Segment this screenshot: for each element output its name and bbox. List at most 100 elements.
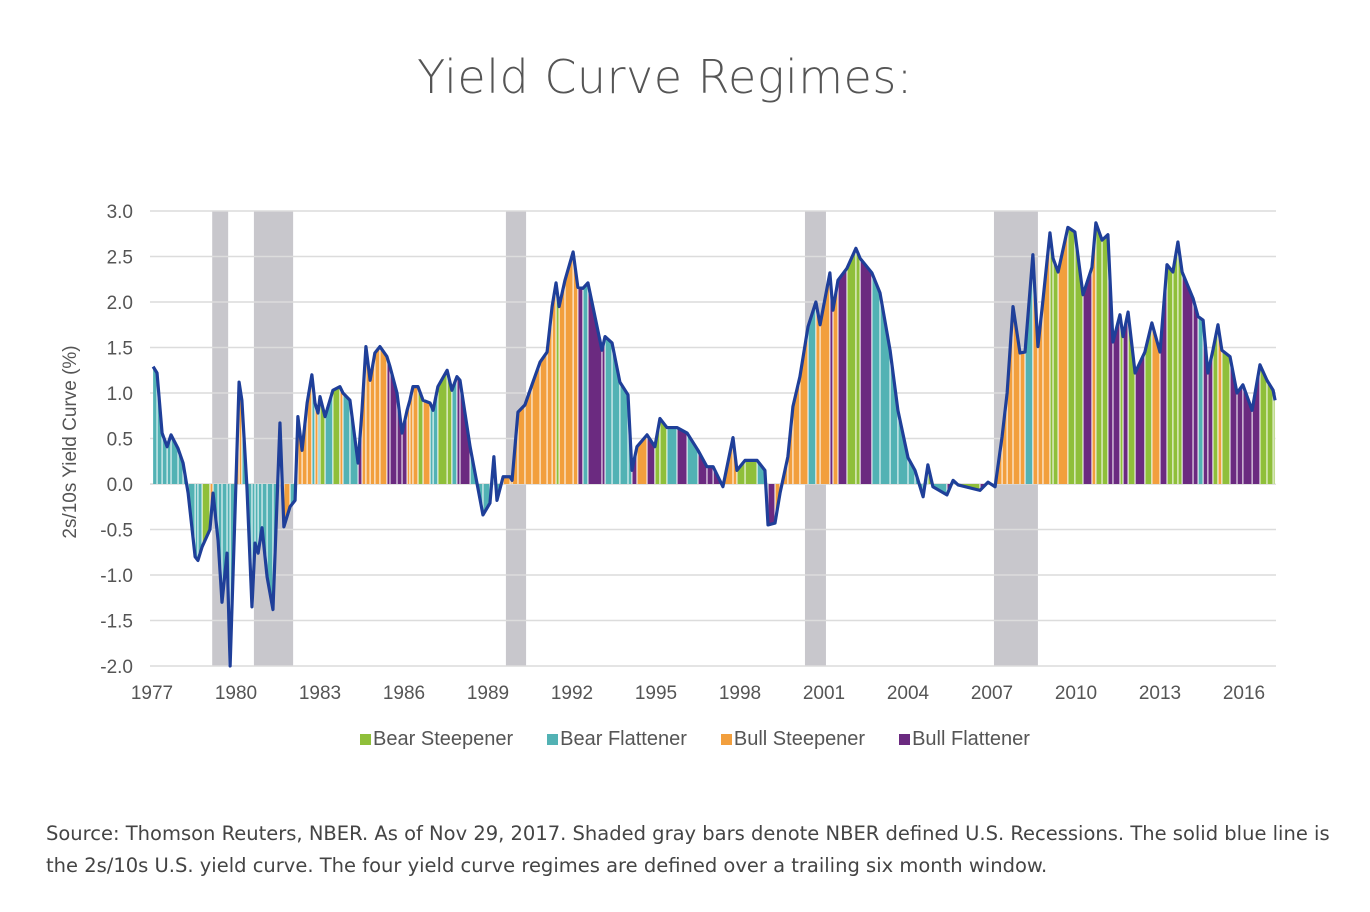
regime-fill-segment bbox=[1252, 364, 1260, 484]
legend-swatch bbox=[360, 734, 372, 745]
regime-fill-segment bbox=[1167, 264, 1173, 484]
regime-fill-segment bbox=[1266, 380, 1274, 484]
regime-fill-segment bbox=[1198, 316, 1204, 484]
chart-title: Yield Curve Regimes: bbox=[417, 50, 913, 104]
regime-fill-segment bbox=[677, 427, 688, 484]
x-tick-label: 2013 bbox=[1139, 683, 1181, 704]
regime-fill-segment bbox=[808, 302, 816, 484]
y-tick-label: 1.0 bbox=[107, 384, 133, 405]
regime-fill-segment bbox=[1053, 258, 1059, 484]
regime-fill-segment bbox=[838, 268, 847, 484]
regime-fill-segment bbox=[1032, 254, 1038, 484]
regime-fill-segment bbox=[573, 251, 578, 484]
regime-fill-segment bbox=[654, 418, 660, 484]
regime-fill-segment bbox=[1193, 298, 1199, 484]
regime-fill-segment bbox=[829, 272, 833, 484]
yield-curve-line-group bbox=[151, 221, 1277, 668]
regime-fill-segment bbox=[503, 476, 511, 484]
regime-fill-segment bbox=[390, 366, 397, 484]
regime-fill-segment bbox=[1212, 324, 1218, 484]
regime-fill-segment bbox=[1058, 227, 1068, 484]
regime-fill-segment bbox=[815, 302, 821, 484]
regime-fill-segment bbox=[636, 434, 648, 484]
regime-fill-segment bbox=[540, 352, 548, 484]
regime-fill-segment bbox=[706, 466, 714, 484]
regime-fill-segment bbox=[447, 370, 452, 484]
regime-fill-segment bbox=[1095, 222, 1103, 484]
x-tick-label: 2010 bbox=[1055, 683, 1097, 704]
regime-fill-segment bbox=[860, 258, 872, 484]
regime-fill-segment bbox=[1020, 352, 1026, 484]
regime-fill-segment bbox=[820, 272, 830, 484]
regime-fill-segment bbox=[1221, 350, 1230, 484]
regime-fill-segment bbox=[531, 362, 541, 484]
x-tick-label: 1983 bbox=[299, 683, 341, 704]
x-tick-label: 2016 bbox=[1223, 683, 1265, 704]
regime-fill-segment bbox=[666, 427, 677, 484]
x-tick-label: 1980 bbox=[215, 683, 257, 704]
regime-fill-segment bbox=[832, 280, 838, 484]
regime-fill-segment bbox=[846, 248, 856, 484]
regime-fill-segment bbox=[1259, 364, 1267, 484]
regime-fill-segment bbox=[339, 386, 343, 484]
regime-fill-segment bbox=[370, 352, 375, 484]
regime-fill-segment bbox=[314, 403, 319, 484]
x-tick-label: 1986 bbox=[383, 683, 425, 704]
y-tick-label: -2.0 bbox=[100, 657, 133, 678]
x-tick-label: 1992 bbox=[551, 683, 593, 704]
regime-fill-segment bbox=[430, 403, 434, 484]
legend-label: Bull Flattener bbox=[912, 728, 1030, 750]
y-tick-label: 1.5 bbox=[107, 339, 133, 360]
regime-fill-segment bbox=[1128, 312, 1136, 484]
regime-fill-segment bbox=[687, 433, 698, 484]
regime-fill-segment bbox=[255, 484, 259, 554]
y-tick-labels: 3.0 2.5 2.0 1.5 1.0 0.5 0.0 -0.5 -1.0 -1.5 -2.0 bbox=[100, 202, 133, 678]
regime-fill-segment bbox=[768, 484, 775, 525]
regime-fill-segment bbox=[195, 484, 198, 561]
regime-fill-segment bbox=[153, 366, 158, 484]
regime-fill-segment bbox=[418, 386, 424, 484]
regime-fill-segment bbox=[1083, 267, 1092, 484]
x-tick-label: 2004 bbox=[887, 683, 930, 704]
regime-fill-segment bbox=[451, 376, 457, 484]
yield-curve-line bbox=[151, 221, 1277, 668]
y-tick-label: 0.0 bbox=[107, 475, 133, 496]
regime-fill-segment bbox=[423, 400, 431, 484]
regime-fill-segment bbox=[605, 336, 613, 484]
regime-fill-segment bbox=[374, 346, 380, 484]
regime-fills bbox=[153, 222, 1276, 666]
regime-fill-segment bbox=[855, 248, 861, 484]
regime-fill-segment bbox=[1207, 350, 1213, 484]
y-tick-label: 2.5 bbox=[107, 248, 133, 269]
y-tick-label: 3.0 bbox=[107, 202, 133, 223]
regime-fill-segment bbox=[342, 393, 350, 484]
legend: Bear Steepener Bear Flattener Bull Steepen… bbox=[0, 728, 1370, 751]
regime-fill-segment bbox=[745, 460, 758, 484]
regime-fill-segment bbox=[1074, 231, 1083, 484]
source-note: Source: Thomson Reuters, NBER. As of Nov… bbox=[46, 822, 1330, 877]
regime-fill-segment bbox=[1119, 314, 1124, 484]
regime-fill-segment bbox=[1135, 352, 1145, 484]
legend-item: Bull Steepener bbox=[720, 728, 865, 751]
y-tick-label: -1.0 bbox=[100, 566, 133, 587]
regime-fill-segment bbox=[320, 396, 326, 484]
y-axis-label: 2s/10s Yield Curve (%) bbox=[60, 345, 81, 538]
regime-fill-segment bbox=[1217, 324, 1222, 484]
regime-fill-segment bbox=[412, 386, 418, 484]
regime-fill-segment bbox=[386, 356, 390, 484]
x-tick-label: 1977 bbox=[131, 683, 173, 704]
legend-swatch bbox=[720, 734, 732, 745]
regime-fill-segment bbox=[1151, 322, 1160, 484]
regime-fill-segment bbox=[178, 448, 184, 484]
legend-label: Bear Flattener bbox=[560, 728, 687, 750]
regime-fill-segment bbox=[1172, 241, 1178, 484]
x-tick-label: 2007 bbox=[971, 683, 1013, 704]
regime-fill-segment bbox=[757, 460, 765, 484]
regime-fill-segment bbox=[871, 272, 880, 484]
regime-fill-segment bbox=[647, 434, 655, 484]
regime-fill-segment bbox=[1025, 254, 1033, 484]
x-tick-label: 1995 bbox=[635, 683, 677, 704]
legend-swatch bbox=[547, 734, 559, 745]
legend-item: Bull Flattener bbox=[899, 728, 1030, 751]
